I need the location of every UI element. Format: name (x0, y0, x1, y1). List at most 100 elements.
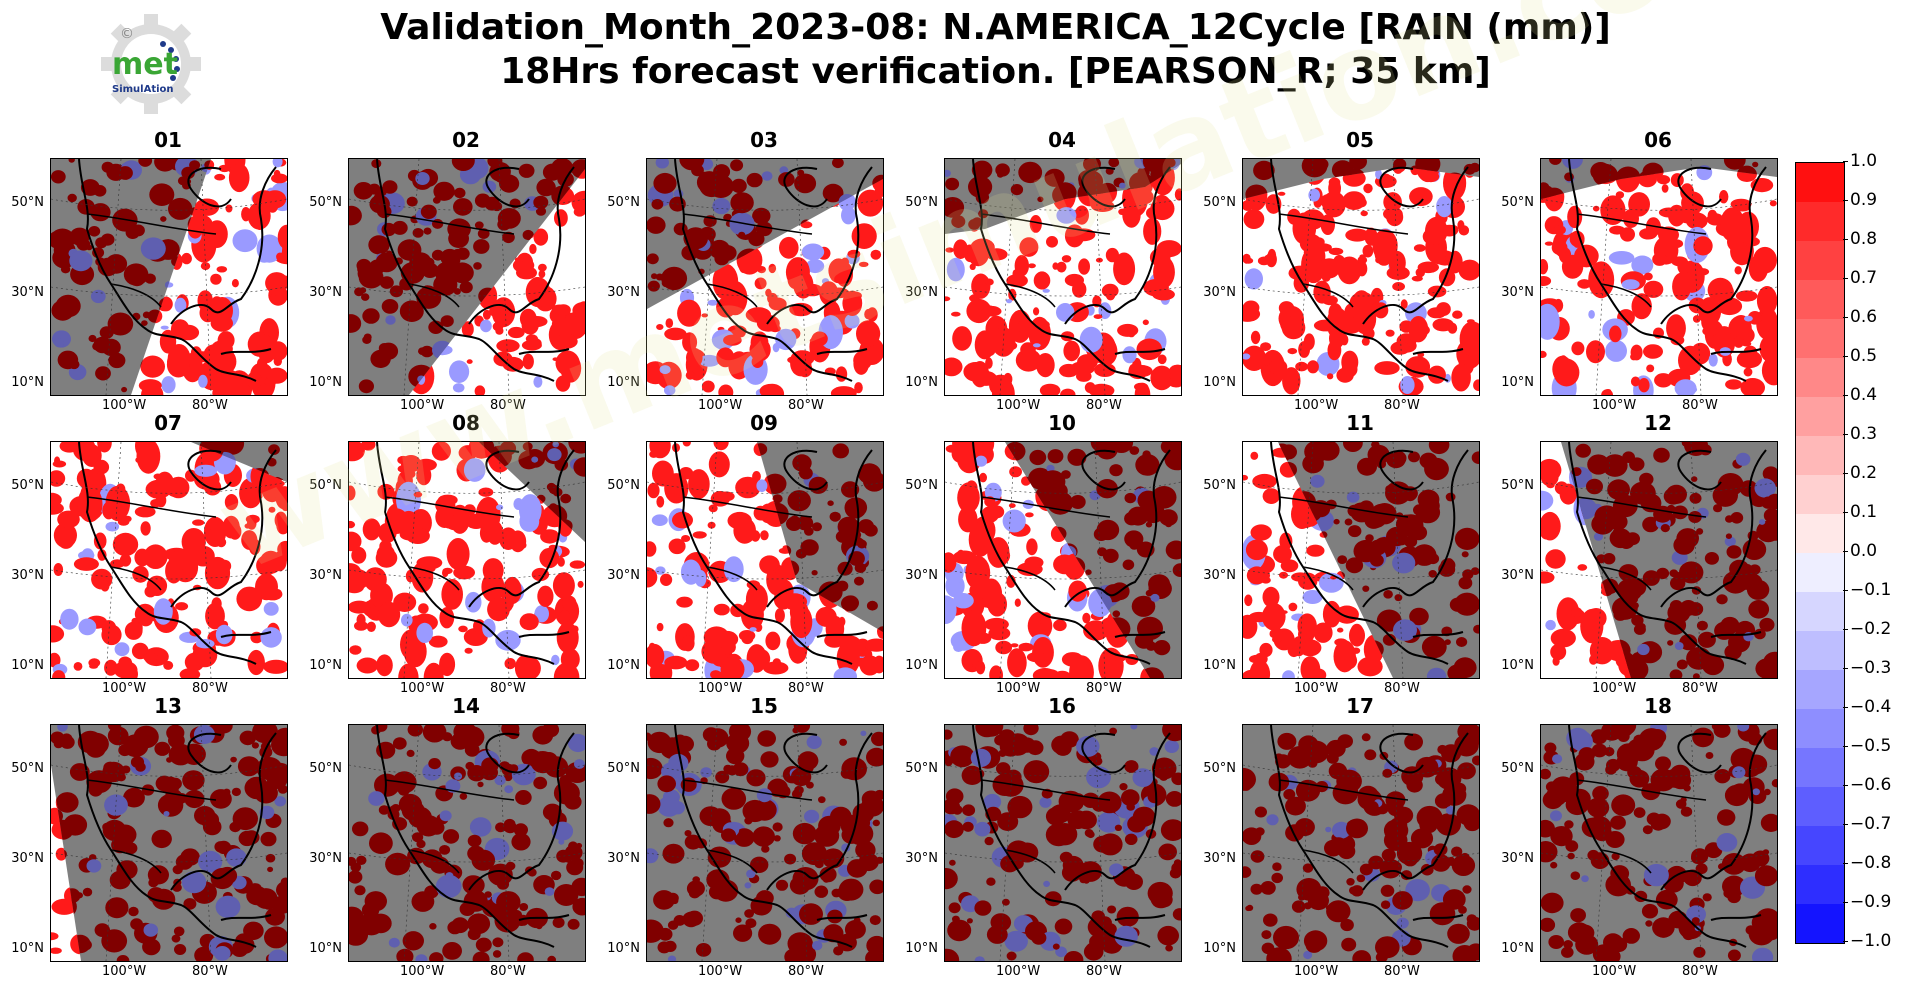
lon-label: 80°W (192, 964, 228, 979)
colorbar-segment (1796, 358, 1844, 397)
colorbar-segment (1796, 319, 1844, 358)
lat-label: 50°N (1203, 195, 1236, 210)
colorbar-tick-label: 1.0 (1842, 151, 1878, 171)
lon-label: 100°W (102, 398, 147, 413)
panel-title-17: 17 (1346, 694, 1374, 718)
lat-label: 30°N (905, 285, 938, 300)
lon-label: 80°W (490, 681, 526, 696)
colorbar-segment (1796, 787, 1844, 826)
lon-label: 80°W (1682, 681, 1718, 696)
met-simulation-logo: © met SimulAtion (98, 14, 204, 114)
lon-label: 100°W (1592, 681, 1637, 696)
colorbar-tick-label: −1.0 (1842, 931, 1892, 951)
figure-title: Validation_Month_2023-08: N.AMERICA_12Cy… (260, 6, 1731, 94)
panel-title-14: 14 (452, 694, 480, 718)
map-panel-13 (50, 724, 288, 962)
panel-title-16: 16 (1048, 694, 1076, 718)
colorbar-segment (1796, 631, 1844, 670)
svg-text:met: met (112, 47, 178, 82)
lat-label: 30°N (905, 568, 938, 583)
lat-label: 30°N (1501, 851, 1534, 866)
colorbar-tick-label: −0.9 (1842, 892, 1892, 912)
title-line-2: 18Hrs forecast verification. [PEARSON_R;… (500, 51, 1491, 92)
map-panel-18 (1540, 724, 1778, 962)
map-panel-01 (50, 158, 288, 396)
lon-label: 80°W (1682, 398, 1718, 413)
lon-label: 100°W (698, 398, 743, 413)
colorbar-tick-label: −0.4 (1842, 697, 1892, 717)
lon-label: 100°W (1592, 964, 1637, 979)
colorbar-segment (1796, 826, 1844, 865)
lon-label: 80°W (1384, 681, 1420, 696)
lat-label: 10°N (309, 658, 342, 673)
lon-label: 100°W (996, 681, 1041, 696)
svg-text:SimulAtion: SimulAtion (112, 84, 174, 95)
map-panel-12 (1540, 441, 1778, 679)
panel-title-18: 18 (1644, 694, 1672, 718)
colorbar-segment (1796, 592, 1844, 631)
lat-label: 50°N (1203, 761, 1236, 776)
lon-label: 80°W (1086, 398, 1122, 413)
lon-label: 80°W (192, 681, 228, 696)
lat-label: 30°N (309, 568, 342, 583)
lon-label: 80°W (490, 964, 526, 979)
colorbar-tick-label: 0.8 (1842, 229, 1878, 249)
lat-label: 10°N (905, 941, 938, 956)
lon-label: 80°W (1384, 964, 1420, 979)
lon-label: 80°W (788, 681, 824, 696)
lon-label: 100°W (102, 681, 147, 696)
panel-title-10: 10 (1048, 411, 1076, 435)
lon-label: 80°W (1682, 964, 1718, 979)
lat-label: 30°N (11, 285, 44, 300)
lat-label: 50°N (11, 195, 44, 210)
lat-label: 50°N (1501, 761, 1534, 776)
panel-title-06: 06 (1644, 128, 1672, 152)
lat-label: 50°N (1501, 478, 1534, 493)
lon-label: 100°W (698, 964, 743, 979)
lat-label: 10°N (1203, 658, 1236, 673)
colorbar-tick-label: −0.6 (1842, 775, 1892, 795)
lon-label: 100°W (1294, 398, 1339, 413)
panel-title-11: 11 (1346, 411, 1374, 435)
lat-label: 30°N (309, 851, 342, 866)
panel-title-04: 04 (1048, 128, 1076, 152)
panel-title-15: 15 (750, 694, 778, 718)
lat-label: 10°N (607, 658, 640, 673)
colorbar-tick-label: 0.7 (1842, 268, 1878, 288)
colorbar-segment (1796, 202, 1844, 241)
panel-title-12: 12 (1644, 411, 1672, 435)
panel-title-02: 02 (452, 128, 480, 152)
lon-label: 100°W (1592, 398, 1637, 413)
lat-label: 50°N (905, 478, 938, 493)
map-panel-05 (1242, 158, 1480, 396)
lat-label: 30°N (1501, 285, 1534, 300)
panel-title-05: 05 (1346, 128, 1374, 152)
lat-label: 50°N (309, 478, 342, 493)
colorbar-segment (1796, 397, 1844, 436)
lat-label: 50°N (11, 761, 44, 776)
lon-label: 100°W (400, 681, 445, 696)
colorbar-tick-label: 0.9 (1842, 190, 1878, 210)
colorbar-tick-label: 0.2 (1842, 463, 1878, 483)
lat-label: 50°N (905, 761, 938, 776)
colorbar-segment (1796, 904, 1844, 943)
lat-label: 30°N (309, 285, 342, 300)
lat-label: 30°N (11, 568, 44, 583)
colorbar-segment (1796, 670, 1844, 709)
map-panel-06 (1540, 158, 1778, 396)
lat-label: 10°N (1203, 375, 1236, 390)
map-panel-09 (646, 441, 884, 679)
colorbar-tick-label: 0.1 (1842, 502, 1878, 522)
map-panel-11 (1242, 441, 1480, 679)
map-panel-02 (348, 158, 586, 396)
map-panel-10 (944, 441, 1182, 679)
lat-label: 50°N (309, 195, 342, 210)
svg-text:©: © (120, 26, 134, 42)
colorbar-segment (1796, 163, 1844, 202)
colorbar-tick-label: −0.5 (1842, 736, 1892, 756)
lat-label: 30°N (607, 285, 640, 300)
colorbar-segment (1796, 514, 1844, 553)
map-panel-15 (646, 724, 884, 962)
lat-label: 10°N (1203, 941, 1236, 956)
lat-label: 50°N (1501, 195, 1534, 210)
